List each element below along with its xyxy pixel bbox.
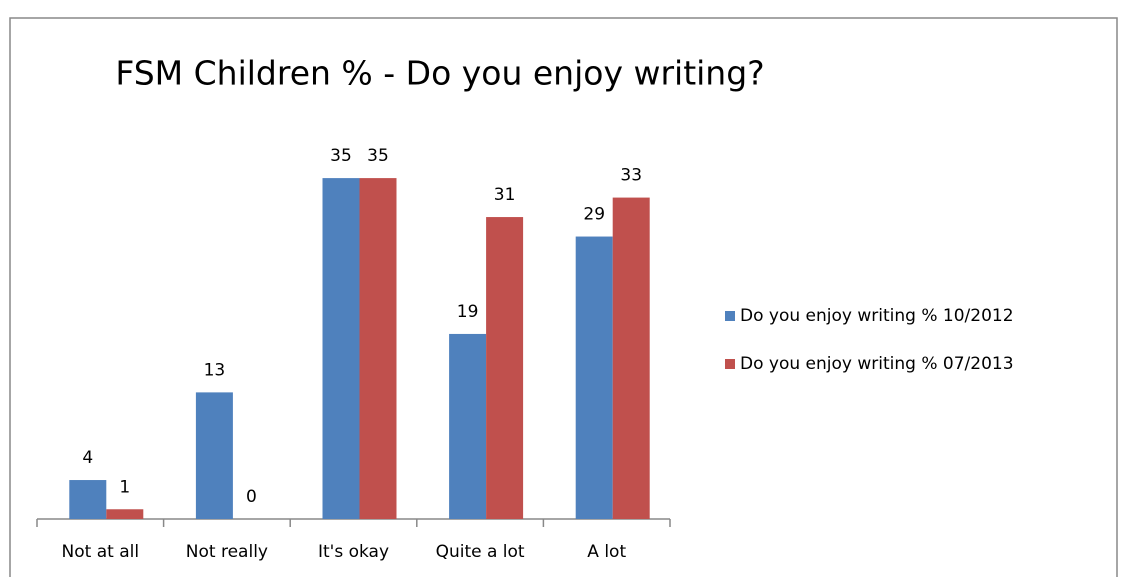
bar — [69, 480, 107, 519]
data-label: 35 — [330, 146, 352, 166]
chart-title: FSM Children % - Do you enjoy writing? — [115, 54, 764, 93]
data-label: 0 — [246, 487, 257, 507]
bar — [322, 178, 360, 519]
x-tick-label: It's okay — [318, 542, 389, 562]
data-label: 4 — [82, 448, 93, 468]
legend-label: Do you enjoy writing % 10/2012 — [740, 306, 1014, 326]
chart-frame — [9, 17, 1118, 577]
bar — [612, 197, 650, 519]
x-tick-label: Not at all — [62, 542, 140, 562]
bar — [486, 217, 524, 519]
data-label: 29 — [583, 205, 605, 225]
x-tick-label: Not really — [186, 542, 268, 562]
data-label: 33 — [620, 166, 642, 186]
x-tick-label: A lot — [587, 542, 626, 562]
legend-swatch — [725, 311, 735, 321]
legend-swatch — [725, 359, 735, 369]
bar — [575, 236, 613, 520]
data-label: 19 — [457, 302, 479, 322]
data-label: 13 — [204, 360, 226, 380]
bar — [449, 333, 487, 519]
legend-label: Do you enjoy writing % 07/2013 — [740, 354, 1014, 374]
bar — [359, 178, 397, 519]
data-label: 1 — [119, 477, 130, 497]
bar — [106, 509, 144, 519]
data-label: 35 — [367, 146, 389, 166]
data-label: 31 — [494, 185, 516, 205]
bar — [195, 392, 233, 519]
x-tick-label: Quite a lot — [436, 542, 525, 562]
